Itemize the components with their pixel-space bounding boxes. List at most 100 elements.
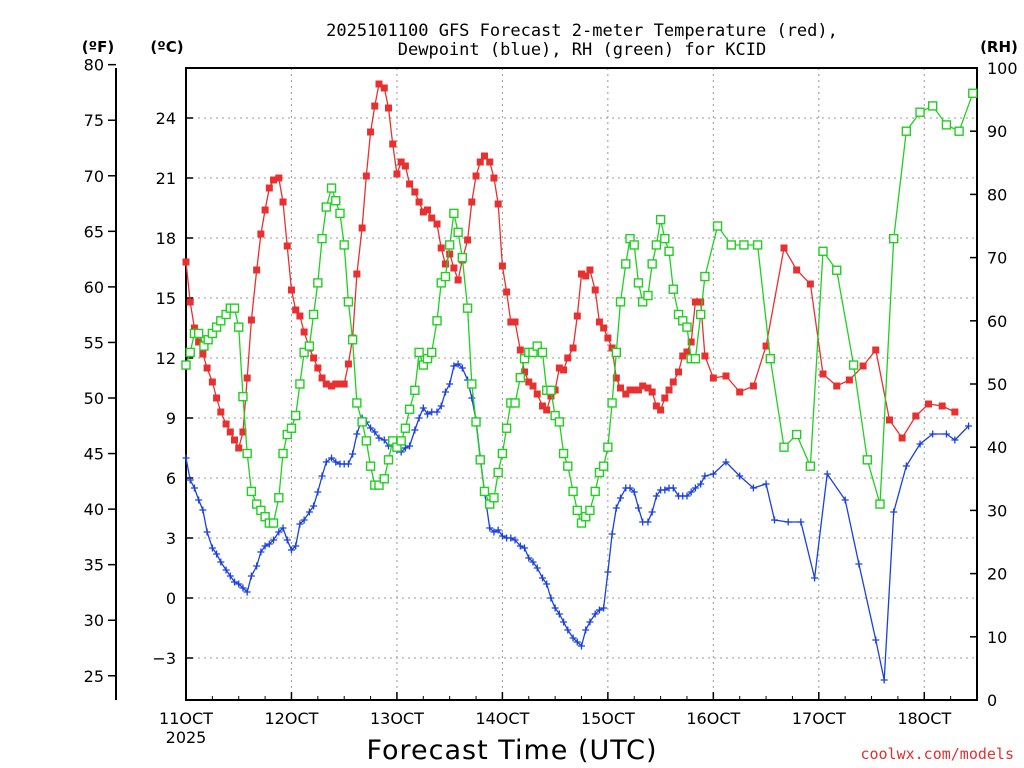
chart-title-line2: Dewpoint (blue), RH (green) for KCID bbox=[398, 40, 766, 60]
data-point bbox=[247, 316, 255, 324]
data-point bbox=[444, 240, 455, 250]
data-point bbox=[924, 400, 932, 408]
data-point bbox=[299, 347, 309, 358]
data-point bbox=[486, 158, 494, 166]
data-point bbox=[335, 208, 345, 219]
data-point bbox=[181, 360, 191, 370]
data-point bbox=[722, 458, 730, 466]
fahrenheit-tick-label: 80 bbox=[84, 56, 104, 75]
data-point bbox=[573, 638, 581, 646]
data-point bbox=[199, 506, 207, 514]
data-point bbox=[432, 316, 442, 326]
data-point bbox=[648, 508, 656, 516]
data-point bbox=[471, 417, 481, 427]
data-point bbox=[278, 448, 288, 459]
celsius-tick-label: 15 bbox=[156, 289, 176, 308]
data-point bbox=[564, 354, 572, 362]
data-point bbox=[841, 496, 849, 504]
data-point bbox=[811, 574, 819, 582]
x-axis-label: Forecast Time (UTC) bbox=[366, 735, 657, 766]
data-point bbox=[511, 536, 519, 544]
data-point bbox=[433, 220, 441, 228]
data-point bbox=[332, 380, 340, 388]
data-point bbox=[648, 388, 656, 396]
data-point bbox=[296, 312, 304, 320]
data-point bbox=[296, 520, 304, 528]
data-point bbox=[968, 88, 978, 98]
data-point bbox=[626, 484, 634, 492]
celsius-tick-label: 24 bbox=[156, 109, 176, 128]
rh-tick-label: 30 bbox=[987, 501, 1007, 520]
data-point bbox=[441, 388, 449, 396]
data-point bbox=[415, 414, 423, 422]
data-point bbox=[367, 128, 375, 136]
data-point bbox=[229, 303, 240, 313]
data-point bbox=[410, 385, 420, 396]
data-point bbox=[186, 298, 194, 306]
rh-tick-label: 100 bbox=[987, 59, 1018, 78]
rh-tick-label: 70 bbox=[987, 249, 1007, 268]
data-point bbox=[279, 524, 287, 532]
rh-tick-label: 60 bbox=[987, 312, 1007, 331]
data-point bbox=[344, 360, 352, 368]
data-point bbox=[310, 354, 318, 362]
data-point bbox=[771, 516, 779, 524]
fahrenheit-tick-label: 30 bbox=[84, 611, 104, 630]
data-point bbox=[441, 260, 449, 268]
data-point bbox=[275, 174, 283, 182]
data-point bbox=[457, 252, 468, 263]
data-point bbox=[389, 140, 397, 148]
data-point bbox=[415, 198, 423, 206]
data-point bbox=[353, 270, 361, 278]
data-point bbox=[182, 454, 190, 462]
data-point bbox=[343, 297, 354, 307]
data-point bbox=[401, 444, 409, 452]
data-point bbox=[437, 244, 445, 252]
data-point bbox=[683, 348, 691, 356]
data-point bbox=[493, 467, 503, 478]
data-point bbox=[965, 422, 973, 430]
data-point bbox=[845, 376, 853, 384]
data-point bbox=[414, 347, 424, 358]
data-point bbox=[314, 488, 322, 496]
data-point bbox=[458, 364, 466, 372]
data-point bbox=[217, 408, 225, 416]
data-point bbox=[472, 172, 480, 180]
data-point bbox=[585, 505, 595, 516]
data-point bbox=[573, 312, 581, 320]
data-point bbox=[679, 352, 687, 360]
x-tick-label: 15OCT bbox=[581, 709, 635, 728]
data-point bbox=[498, 262, 506, 270]
data-point bbox=[379, 474, 389, 484]
data-point bbox=[371, 428, 379, 436]
data-point bbox=[862, 455, 873, 465]
data-point bbox=[424, 206, 432, 214]
data-point bbox=[546, 385, 556, 396]
data-point bbox=[611, 347, 622, 358]
data-point bbox=[274, 493, 284, 503]
data-point bbox=[543, 406, 551, 414]
data-point bbox=[217, 558, 225, 566]
data-point bbox=[762, 480, 770, 488]
data-point bbox=[446, 380, 454, 388]
data-point bbox=[652, 492, 660, 500]
data-point bbox=[612, 504, 620, 512]
data-point bbox=[762, 342, 770, 350]
data-point bbox=[367, 424, 375, 432]
data-point bbox=[691, 298, 699, 306]
data-point bbox=[726, 240, 736, 250]
data-point bbox=[193, 328, 204, 339]
data-point bbox=[490, 174, 498, 182]
data-point bbox=[318, 472, 326, 480]
data-point bbox=[608, 530, 616, 538]
data-point bbox=[270, 536, 278, 544]
data-point bbox=[213, 550, 221, 558]
data-point bbox=[555, 610, 563, 618]
data-point bbox=[701, 472, 709, 480]
data-point bbox=[630, 488, 638, 496]
x-tick-label: 13OCT bbox=[370, 709, 424, 728]
data-point bbox=[700, 271, 710, 282]
data-point bbox=[462, 303, 473, 313]
data-point bbox=[331, 196, 341, 206]
